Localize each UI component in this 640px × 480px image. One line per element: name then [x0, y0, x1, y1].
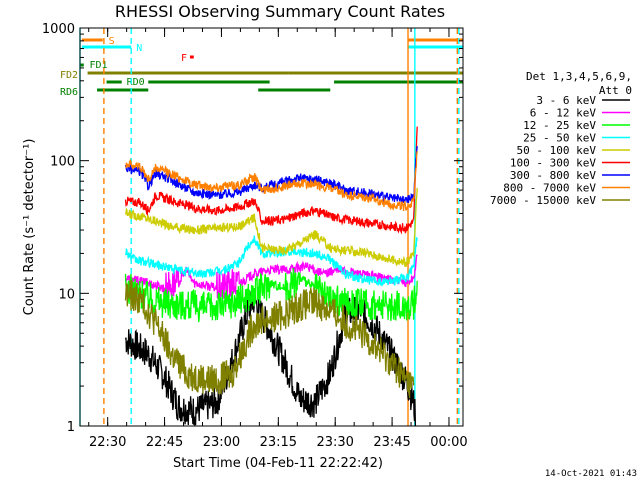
x-tick-label: 23:45 — [373, 435, 410, 450]
series-line-1 — [124, 254, 418, 301]
series-line-4 — [124, 187, 418, 268]
series-line-3 — [124, 235, 418, 287]
x-tick-label: 22:30 — [89, 435, 126, 450]
x-tick-label: 00:00 — [430, 435, 467, 450]
flag-label-s: S — [109, 36, 115, 47]
y-tick-label: 1000 — [42, 22, 75, 37]
x-axis-label: Start Time (04-Feb-11 22:22:42) — [173, 456, 383, 471]
y-tick-label: 100 — [50, 155, 75, 170]
legend-entry-label: 800 - 7000 keV — [503, 182, 596, 195]
series-line-5 — [124, 126, 418, 235]
flag-label-n: N — [136, 43, 142, 54]
series-line-2 — [124, 268, 418, 323]
flag-label-fd1: FD1 — [89, 60, 107, 71]
legend-entry-label: 300 - 800 keV — [510, 169, 596, 182]
legend-entry-label: 6 - 12 keV — [530, 107, 597, 120]
legend-entry-label: 25 - 50 keV — [523, 132, 596, 145]
series-line-7 — [125, 151, 418, 211]
flag-label-f: F — [181, 53, 187, 64]
footer-date: 14-Oct-2021 01:43 — [545, 469, 637, 479]
chart-title: RHESSI Observing Summary Count Rates — [115, 2, 445, 21]
y-tick-label: 10 — [58, 287, 75, 302]
legend-entry-label: 100 - 300 keV — [510, 157, 596, 170]
legend-entry-label: 50 - 100 keV — [517, 144, 597, 157]
y-tick-label: 1 — [67, 420, 75, 435]
x-tick-label: 23:00 — [203, 435, 240, 450]
legend-title: Att 0 — [599, 84, 632, 97]
series-line-0 — [124, 289, 417, 427]
legend-entry-label: 7000 - 15000 keV — [490, 194, 596, 207]
plot-frame — [79, 27, 464, 427]
x-tick-label: 23:30 — [316, 435, 353, 450]
flag-label-rd0: RD0 — [127, 77, 145, 88]
legend-entry-label: 12 - 25 keV — [523, 119, 596, 132]
x-tick-label: 23:15 — [260, 435, 297, 450]
y-axis-label: Count Rate (s⁻¹ detector⁻¹) — [22, 139, 37, 316]
legend-entry-label: 3 - 6 keV — [536, 94, 596, 107]
flag-label-fd2: FD2 — [60, 70, 78, 81]
flag-label-rd6: RD6 — [60, 87, 78, 98]
legend-title: Det 1,3,4,5,6,9, — [526, 70, 632, 83]
x-tick-label: 22:45 — [146, 435, 183, 450]
series-line-8 — [124, 280, 415, 399]
